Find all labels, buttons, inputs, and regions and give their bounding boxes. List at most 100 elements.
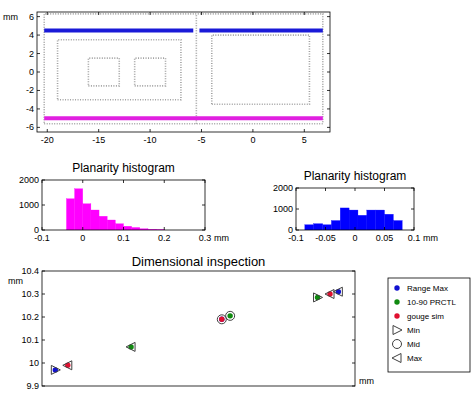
- y-tick: [37, 127, 40, 128]
- x-tick: [252, 129, 253, 132]
- x-tick: [384, 188, 385, 191]
- legend-label: Range Max: [407, 284, 448, 293]
- legend-marker: [393, 340, 402, 349]
- y-tick: [42, 317, 45, 318]
- x-tick: [304, 12, 305, 15]
- plot-area: [305, 208, 402, 230]
- y-tick: [296, 230, 299, 231]
- y-tick: [296, 209, 299, 210]
- legend-marker: [392, 354, 401, 363]
- y-tick: [42, 363, 45, 364]
- x-tick: [150, 12, 151, 15]
- x-tick: [47, 129, 48, 132]
- scatter-point: [51, 365, 60, 374]
- x-tick: [201, 129, 202, 132]
- histogram-bar: [91, 210, 99, 230]
- y-tick: [327, 16, 330, 17]
- y-tick-label: 1000: [273, 204, 293, 214]
- x-tick: [252, 12, 253, 15]
- scatter-point: [126, 342, 135, 351]
- y-tick-label: 2000: [273, 183, 293, 193]
- scatter-point: [314, 293, 323, 302]
- y-tick: [352, 363, 355, 364]
- y-tick-label: 6: [29, 12, 34, 22]
- x-tick-label: 0: [352, 233, 357, 243]
- figure: -20-15-10-505-6-4-20246mm-0.100.10.20.30…: [0, 0, 474, 398]
- plot-frame: [42, 180, 205, 230]
- x-tick: [325, 227, 326, 230]
- x-tick-label: 0.2: [158, 233, 171, 243]
- chart-1: -0.100.10.20.3010002000Planarity histogr…: [19, 161, 229, 243]
- y-tick: [352, 271, 355, 272]
- x-tick-label: -20: [41, 135, 54, 145]
- y-tick: [42, 180, 45, 181]
- x-tick: [47, 12, 48, 15]
- y-tick: [42, 386, 45, 387]
- x-tick: [355, 227, 356, 230]
- histogram-bar: [75, 189, 83, 230]
- x-tick: [296, 227, 297, 230]
- histogram-bar: [115, 224, 123, 230]
- y-tick: [411, 209, 414, 210]
- histogram-bar: [331, 221, 340, 230]
- y-tick: [327, 108, 330, 109]
- y-tick: [352, 317, 355, 318]
- plot-background: [37, 12, 330, 132]
- x-tick-label: -0.05: [315, 233, 336, 243]
- legend-label: gouge sim: [407, 312, 444, 321]
- y-tick: [37, 72, 40, 73]
- x-tick: [325, 188, 326, 191]
- x-tick: [42, 180, 43, 183]
- x-tick-label: -15: [92, 135, 105, 145]
- histogram-bar: [323, 225, 332, 230]
- y-tick-label: 0: [34, 225, 39, 235]
- histogram-bar: [376, 210, 385, 230]
- y-tick-label: 10.2: [21, 312, 39, 322]
- x-tick-label: 0: [250, 135, 255, 145]
- y-tick-label: 1000: [19, 200, 39, 210]
- legend-marker: [394, 285, 399, 290]
- x-tick-label: -5: [197, 135, 205, 145]
- histogram-bar: [66, 199, 74, 230]
- legend-label: 10-90 PRCTL: [407, 298, 456, 307]
- histogram-bar: [314, 224, 323, 230]
- y-tick-label: 10.3: [21, 289, 39, 299]
- y-tick: [42, 340, 45, 341]
- x-tick: [296, 188, 297, 191]
- x-tick: [164, 227, 165, 230]
- x-tick: [414, 188, 415, 191]
- y-tick: [296, 188, 299, 189]
- y-tick-label: 2000: [19, 175, 39, 185]
- y-tick: [327, 72, 330, 73]
- x-axis-label: mm: [214, 233, 229, 243]
- y-tick: [42, 205, 45, 206]
- y-tick-label: 2: [29, 49, 34, 59]
- x-tick: [304, 129, 305, 132]
- y-tick: [42, 271, 45, 272]
- y-tick: [327, 53, 330, 54]
- x-tick: [150, 129, 151, 132]
- y-tick: [42, 230, 45, 231]
- scatter-point: [227, 313, 232, 318]
- y-tick: [327, 35, 330, 36]
- y-tick-label: 10.1: [21, 335, 39, 345]
- y-tick: [202, 230, 205, 231]
- x-tick: [98, 12, 99, 15]
- chart-2: -0.1-0.0500.050.1010002000Planarity hist…: [273, 169, 438, 243]
- chart-title: Planarity histogram: [72, 161, 175, 175]
- x-tick: [123, 227, 124, 230]
- legend-label: Min: [407, 326, 420, 335]
- x-axis-label: mm: [423, 233, 438, 243]
- histogram-bar: [393, 221, 402, 230]
- plot-area: [66, 189, 164, 230]
- series-line: [44, 14, 323, 124]
- y-tick: [352, 340, 355, 341]
- chart-0: -20-15-10-505-6-4-20246mm: [3, 12, 330, 145]
- x-tick: [355, 188, 356, 191]
- x-tick: [123, 180, 124, 183]
- plot-area: [44, 14, 323, 124]
- y-tick-label: 4: [29, 30, 34, 40]
- plot-background: [42, 271, 355, 386]
- x-tick: [205, 180, 206, 183]
- histogram-bar: [83, 204, 91, 230]
